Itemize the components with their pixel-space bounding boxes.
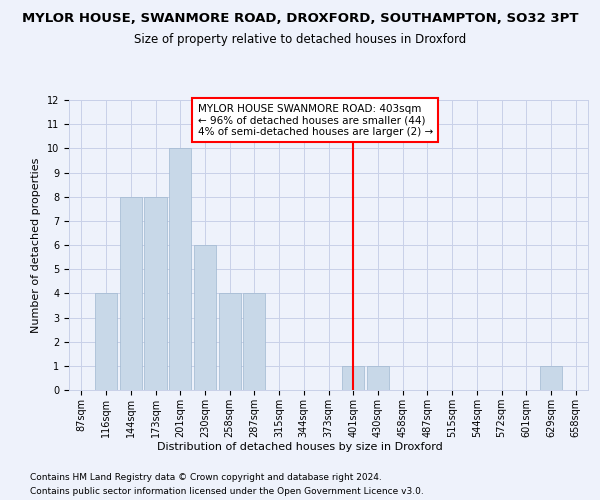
Text: MYLOR HOUSE SWANMORE ROAD: 403sqm
← 96% of detached houses are smaller (44)
4% o: MYLOR HOUSE SWANMORE ROAD: 403sqm ← 96% … — [197, 104, 433, 137]
Y-axis label: Number of detached properties: Number of detached properties — [31, 158, 41, 332]
Bar — [342, 366, 364, 390]
Text: MYLOR HOUSE, SWANMORE ROAD, DROXFORD, SOUTHAMPTON, SO32 3PT: MYLOR HOUSE, SWANMORE ROAD, DROXFORD, SO… — [22, 12, 578, 26]
Text: Size of property relative to detached houses in Droxford: Size of property relative to detached ho… — [134, 32, 466, 46]
Bar — [95, 294, 117, 390]
Bar — [218, 294, 241, 390]
Bar — [169, 148, 191, 390]
Bar — [540, 366, 562, 390]
Bar — [119, 196, 142, 390]
Bar — [194, 245, 216, 390]
Bar — [367, 366, 389, 390]
Bar — [243, 294, 265, 390]
Text: Contains HM Land Registry data © Crown copyright and database right 2024.: Contains HM Land Registry data © Crown c… — [30, 472, 382, 482]
Bar — [145, 196, 167, 390]
Text: Contains public sector information licensed under the Open Government Licence v3: Contains public sector information licen… — [30, 488, 424, 496]
Text: Distribution of detached houses by size in Droxford: Distribution of detached houses by size … — [157, 442, 443, 452]
